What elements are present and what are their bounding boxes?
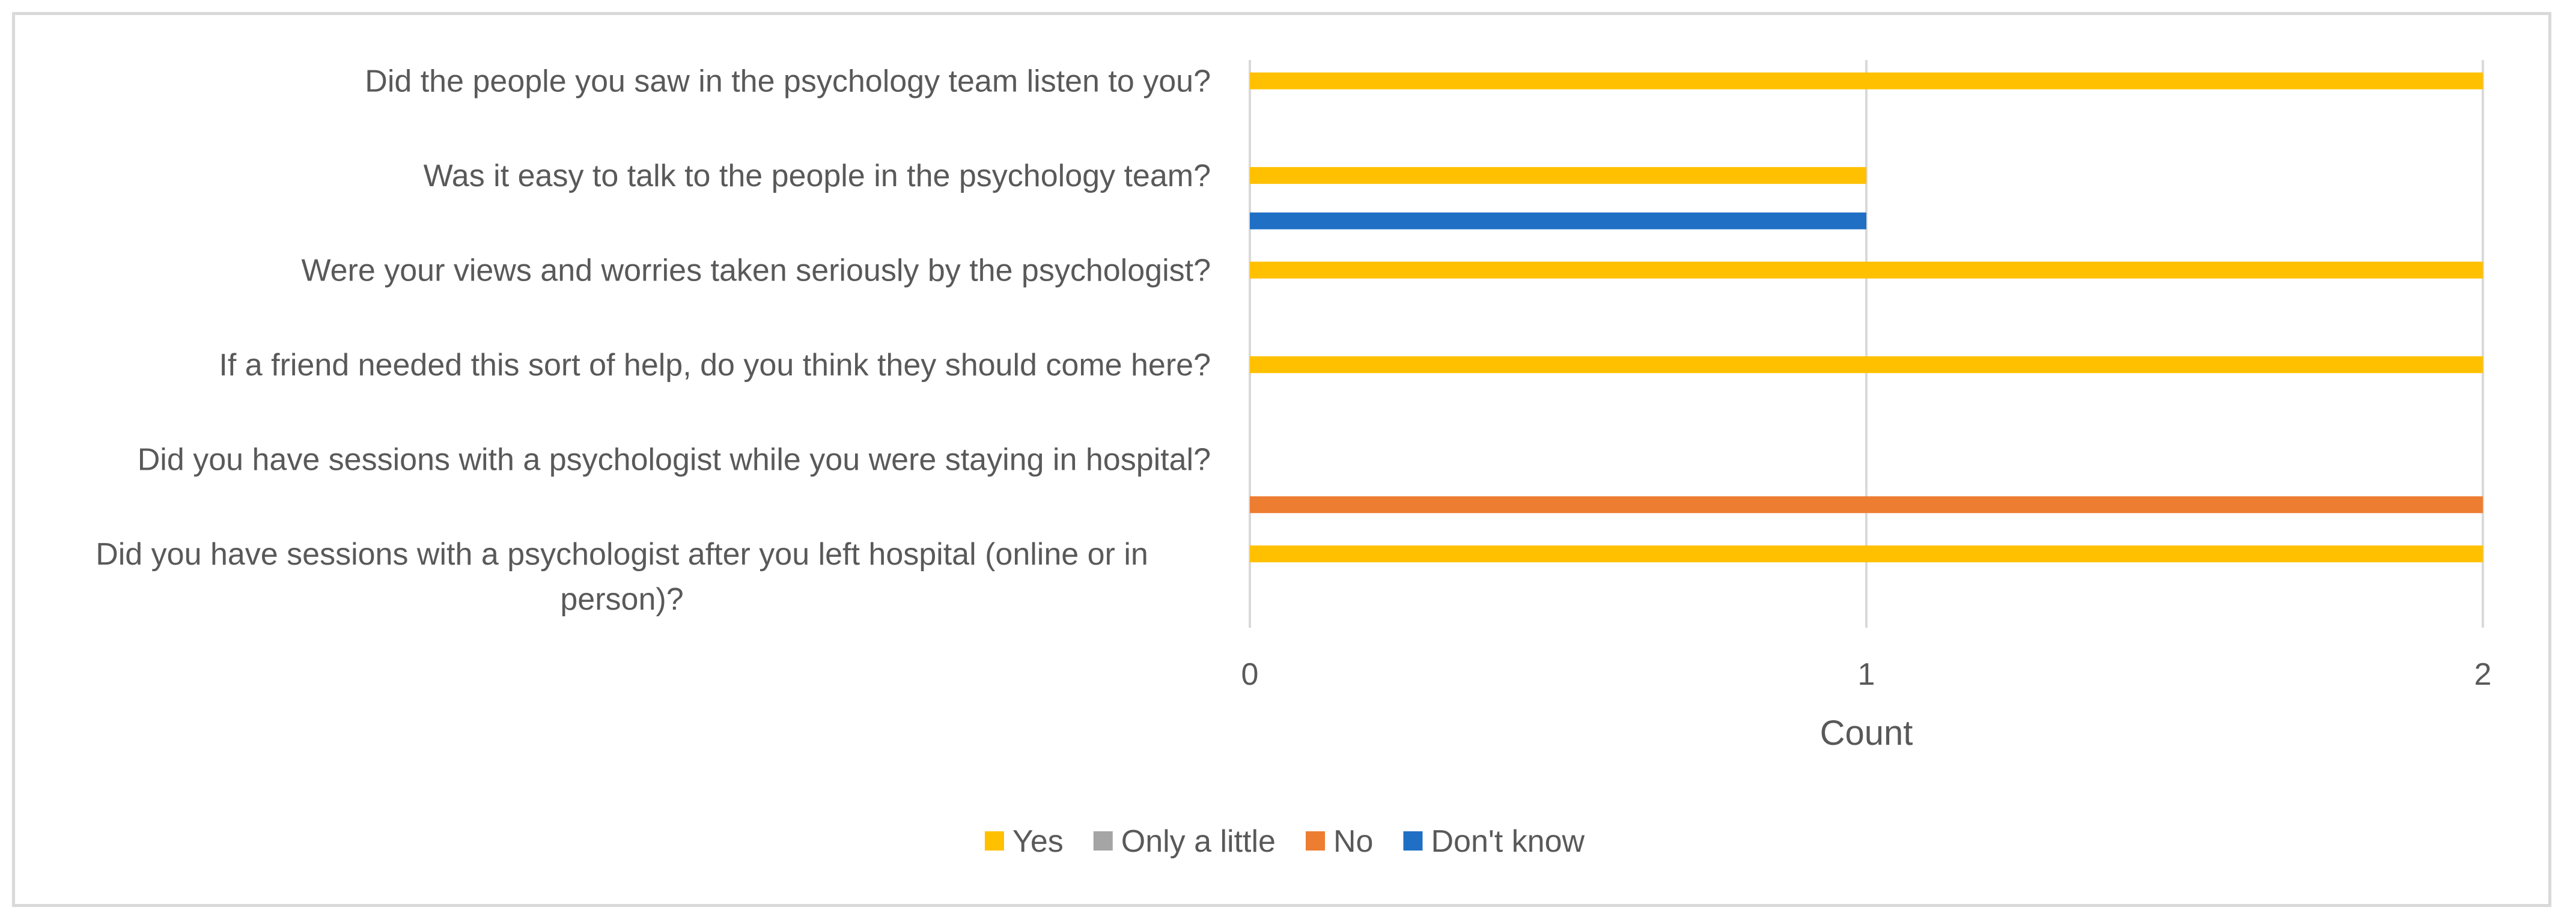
x-tick-label-1: 1 bbox=[1858, 657, 1875, 692]
category-label-5: Did you have sessions with a psychologis… bbox=[96, 537, 1148, 617]
legend-swatch-no bbox=[1305, 831, 1325, 851]
bar-yes-5 bbox=[1250, 545, 2483, 563]
legend-item-don-t-know: Don't know bbox=[1403, 824, 1585, 859]
legend-label-don-t-know: Don't know bbox=[1431, 824, 1585, 859]
category-label-1: Was it easy to talk to the people in the… bbox=[424, 159, 1211, 193]
x-tick-label-0: 0 bbox=[1241, 657, 1259, 692]
bar-don-t-know-1 bbox=[1250, 212, 1866, 229]
category-label-0: Did the people you saw in the psychology… bbox=[365, 64, 1211, 99]
category-labels: Did the people you saw in the psychology… bbox=[96, 64, 1211, 617]
legend-item-no: No bbox=[1305, 824, 1373, 859]
legend-item-yes: Yes bbox=[984, 824, 1064, 859]
legend-label-only-a-little: Only a little bbox=[1121, 824, 1276, 859]
legend: Yes Only a little No Don't know bbox=[984, 824, 1585, 859]
bar-yes-3 bbox=[1250, 356, 2483, 374]
bars bbox=[1250, 72, 2483, 563]
x-axis-title: Count bbox=[1820, 714, 1913, 753]
bar-yes-2 bbox=[1250, 261, 2483, 279]
x-tick-labels: 0 1 2 bbox=[1241, 657, 2492, 692]
bar-no-4 bbox=[1250, 496, 2483, 514]
gridlines bbox=[1249, 60, 2484, 628]
legend-swatch-yes bbox=[984, 831, 1004, 851]
legend-swatch-don-t-know bbox=[1403, 831, 1423, 851]
legend-item-only-a-little: Only a little bbox=[1093, 824, 1276, 859]
legend-swatch-only-a-little bbox=[1093, 831, 1113, 851]
legend-label-no: No bbox=[1333, 824, 1373, 859]
category-label-4: Did you have sessions with a psychologis… bbox=[138, 443, 1211, 478]
category-label-2: Were your views and worries taken seriou… bbox=[301, 253, 1211, 288]
legend-label-yes: Yes bbox=[1012, 824, 1064, 859]
bar-chart: Did the people you saw in the psychology… bbox=[96, 60, 2492, 859]
category-label-3: If a friend needed this sort of help, do… bbox=[219, 348, 1211, 383]
bar-yes-0 bbox=[1250, 72, 2483, 89]
bar-yes-1 bbox=[1250, 167, 1866, 184]
chart-frame: Did the people you saw in the psychology… bbox=[12, 12, 2551, 907]
x-tick-label-2: 2 bbox=[2474, 657, 2492, 692]
